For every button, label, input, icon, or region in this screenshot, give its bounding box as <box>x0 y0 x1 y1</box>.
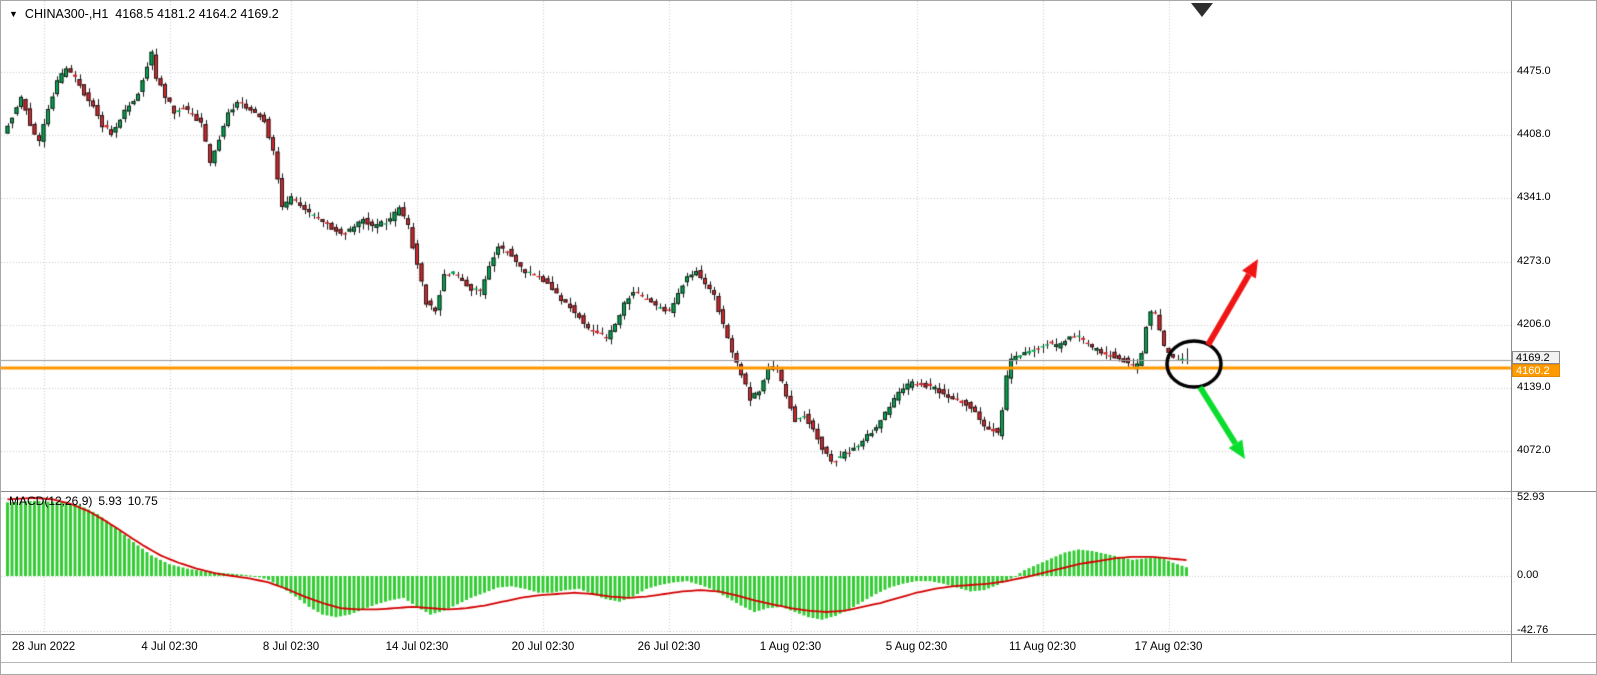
hline-price-tag: 4160.2 <box>1512 364 1560 377</box>
bid-price-tag: 4169.2 <box>1512 351 1560 364</box>
price-axis-separator <box>1511 1 1512 662</box>
symbol-collapse-icon[interactable]: ▼ <box>9 9 18 19</box>
window-bottom-edge <box>1 662 1596 663</box>
main-macd-panel-separator[interactable] <box>1 491 1596 492</box>
macd-timeaxis-separator[interactable] <box>1 634 1596 635</box>
chart-shift-marker[interactable] <box>1191 3 1213 17</box>
